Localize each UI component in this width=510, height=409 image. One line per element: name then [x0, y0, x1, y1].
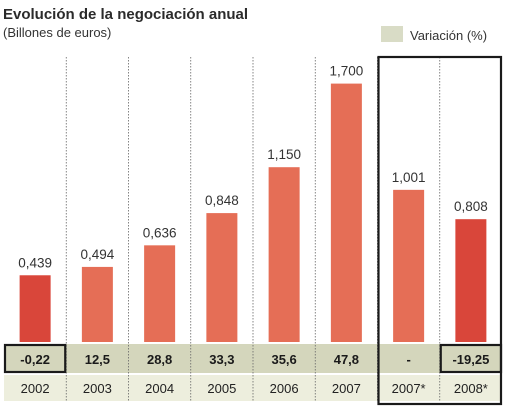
legend-swatch	[381, 26, 403, 42]
legend-label: Variación (%)	[410, 28, 487, 43]
year-label: 2005	[207, 381, 236, 396]
value-label: 0,808	[454, 199, 488, 214]
year-label: 2003	[83, 381, 112, 396]
variation-highlight-box	[3, 343, 67, 374]
variation-label: -19,25	[452, 352, 489, 367]
value-label: 1,001	[392, 170, 426, 185]
chart-subtitle: (Billones de euros)	[3, 25, 111, 40]
bar-2006	[268, 167, 300, 342]
year-label: 2008*	[454, 381, 488, 396]
variation-label: 47,8	[334, 352, 359, 367]
labels-layer: 0,439 -0,22 2002 0,494 12,5 2003 0,636 28,8 2004…	[18, 64, 489, 396]
value-label: 0,494	[80, 247, 114, 262]
value-label: 1,700	[329, 64, 363, 79]
value-label: 0,439	[18, 255, 52, 270]
chart-title: Evolución de la negociación anual	[3, 6, 248, 23]
bar-2007	[330, 83, 362, 342]
variation-label: -	[406, 352, 410, 367]
bar-2008*	[455, 219, 487, 342]
year-label: 2007*	[392, 381, 426, 396]
variation-label: 35,6	[271, 352, 296, 367]
bar-2002	[19, 275, 51, 342]
frames-layer	[3, 55, 503, 406]
variation-label: 33,3	[209, 352, 234, 367]
value-label: 0,636	[143, 225, 177, 240]
value-label: 0,848	[205, 193, 239, 208]
variation-label: 12,5	[85, 352, 110, 367]
bar-2003	[81, 266, 113, 342]
year-label: 2007	[332, 381, 361, 396]
variation-label: -0,22	[20, 352, 50, 367]
estimate-group-frame	[377, 55, 503, 406]
year-label: 2006	[270, 381, 299, 396]
bars-layer	[19, 83, 487, 342]
year-label: 2002	[21, 381, 50, 396]
bar-2007*	[393, 189, 425, 342]
variation-label: 28,8	[147, 352, 172, 367]
bar-2004	[144, 245, 176, 342]
value-label: 1,150	[267, 147, 301, 162]
year-label: 2004	[145, 381, 174, 396]
bar-2005	[206, 213, 238, 342]
